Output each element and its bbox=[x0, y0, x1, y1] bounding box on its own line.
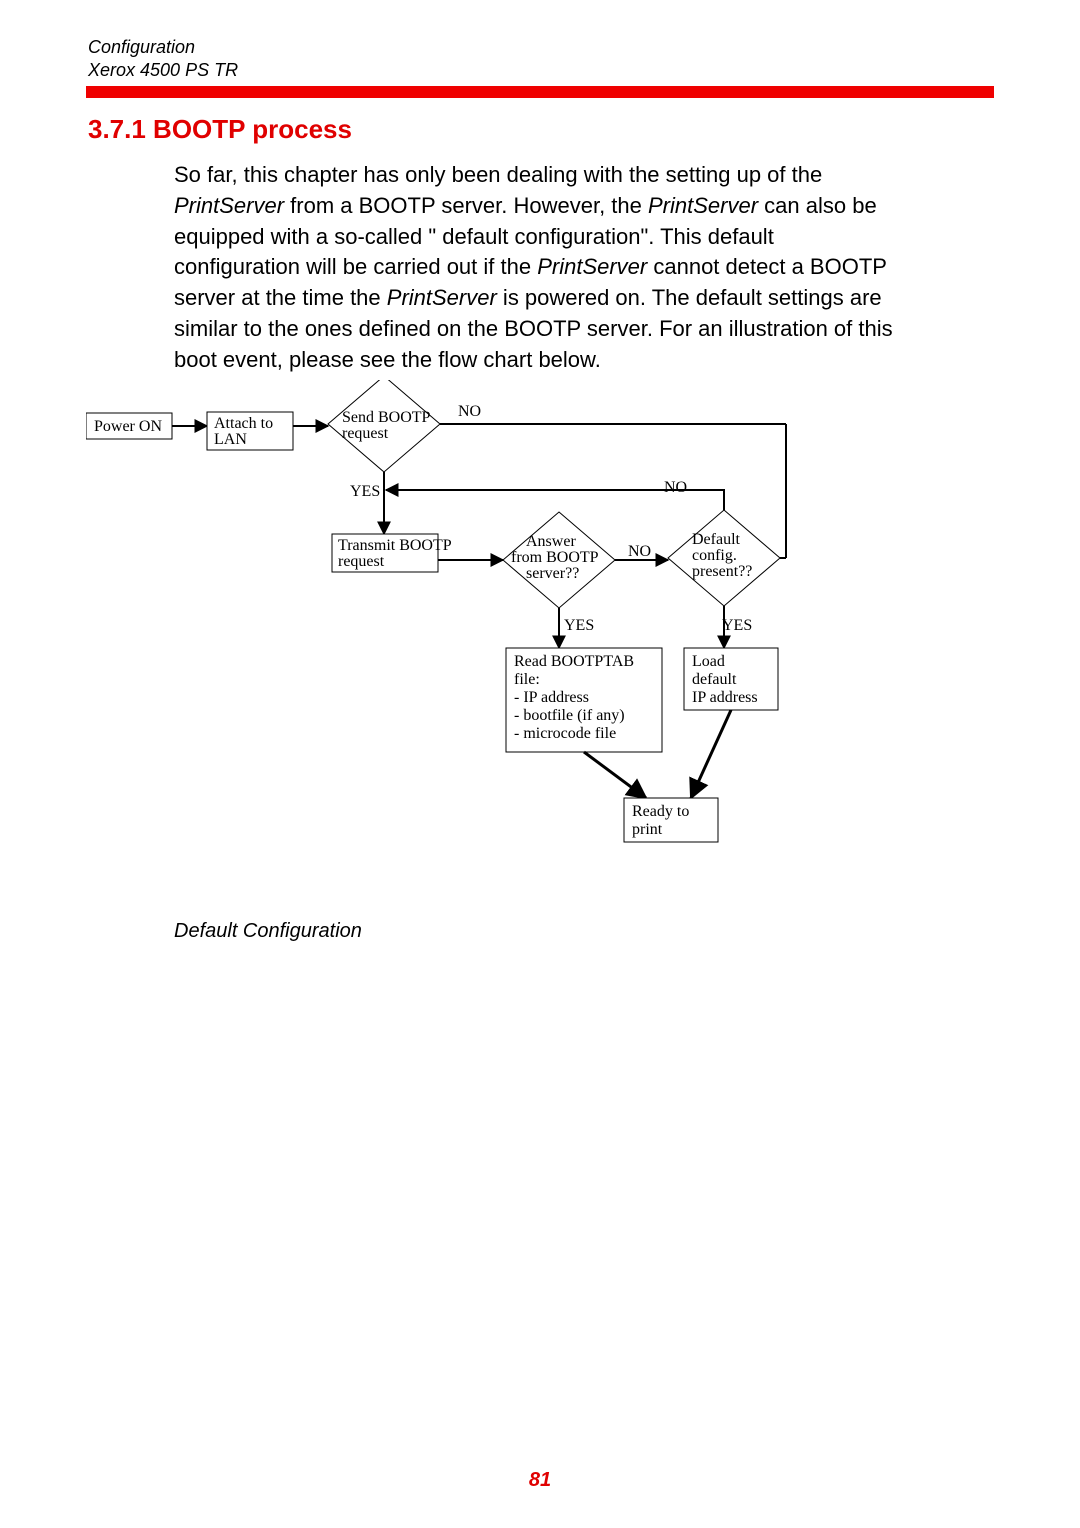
node-defcfg-l2: config. bbox=[692, 547, 737, 564]
flowchart-svg: Power ON Attach to LAN Send BOOTP reques… bbox=[86, 380, 886, 900]
body-paragraph: So far, this chapter has only been deali… bbox=[174, 160, 904, 376]
body-seg-3: PrintServer bbox=[648, 193, 758, 218]
node-read-l2: file: bbox=[514, 671, 540, 688]
node-read-l4: - bootfile (if any) bbox=[514, 707, 625, 724]
node-send-bootp-l2: request bbox=[342, 425, 389, 442]
page-number: 81 bbox=[0, 1469, 1080, 1492]
node-defcfg-l1: Default bbox=[692, 531, 741, 548]
node-attach-lan-l1: Attach to bbox=[214, 415, 273, 432]
node-attach-lan-l2: LAN bbox=[214, 431, 247, 448]
node-read-l5: - microcode file bbox=[514, 725, 616, 742]
node-load-l3: IP address bbox=[692, 689, 758, 706]
bootp-flowchart: Power ON Attach to LAN Send BOOTP reques… bbox=[86, 380, 886, 900]
label-sendreq-no: NO bbox=[458, 403, 481, 420]
header-line-1: Configuration bbox=[88, 36, 238, 59]
header-line-2: Xerox 4500 PS TR bbox=[88, 59, 238, 82]
page-header: Configuration Xerox 4500 PS TR bbox=[88, 36, 238, 83]
node-answer-l2: from BOOTP bbox=[511, 549, 599, 566]
label-sendreq-yes: YES bbox=[350, 483, 380, 500]
node-answer-l3: server?? bbox=[526, 565, 579, 582]
label-defcfg-no: NO bbox=[664, 479, 687, 496]
body-seg-1: PrintServer bbox=[174, 193, 284, 218]
node-read-l3: - IP address bbox=[514, 689, 589, 706]
node-ready-l2: print bbox=[632, 821, 663, 838]
body-seg-0: So far, this chapter has only been deali… bbox=[174, 162, 822, 187]
label-answer-no: NO bbox=[628, 543, 651, 560]
node-tx-l1: Transmit BOOTP bbox=[338, 537, 452, 554]
node-load-l2: default bbox=[692, 671, 737, 688]
node-answer-l1: Answer bbox=[526, 533, 576, 550]
figure-caption: Default Configuration bbox=[174, 920, 362, 943]
node-defcfg-l3: present?? bbox=[692, 563, 752, 580]
page: Configuration Xerox 4500 PS TR 3.7.1 BOO… bbox=[0, 0, 1080, 1528]
node-read-l1: Read BOOTPTAB bbox=[514, 653, 634, 670]
section-heading: 3.7.1 BOOTP process bbox=[88, 114, 352, 145]
label-answer-yes: YES bbox=[564, 617, 594, 634]
body-seg-5: PrintServer bbox=[537, 254, 647, 279]
node-power-on-label: Power ON bbox=[94, 418, 162, 435]
node-load-l1: Load bbox=[692, 653, 725, 670]
body-seg-2: from a BOOTP server. However, the bbox=[284, 193, 648, 218]
red-divider-bar bbox=[86, 86, 994, 98]
label-defcfg-yes: YES bbox=[722, 617, 752, 634]
edge-load-ready bbox=[691, 710, 731, 798]
node-ready-l1: Ready to bbox=[632, 803, 689, 820]
body-seg-7: PrintServer bbox=[387, 285, 497, 310]
node-tx-l2: request bbox=[338, 553, 385, 570]
node-send-bootp-l1: Send BOOTP bbox=[342, 409, 431, 426]
edge-read-ready bbox=[584, 752, 646, 798]
